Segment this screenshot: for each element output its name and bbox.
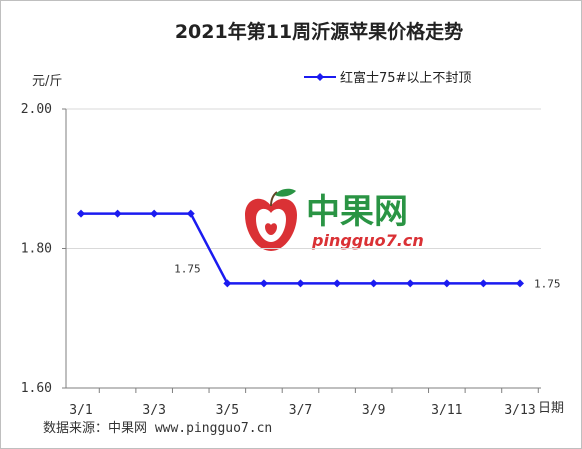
- y-tick-label: 1.60: [21, 381, 52, 396]
- data-point-marker: [296, 279, 305, 288]
- data-label: 1.75: [534, 277, 561, 290]
- data-label: 1.75: [174, 262, 201, 275]
- grid-lines: [66, 108, 541, 249]
- y-tick-label: 1.80: [21, 242, 52, 257]
- x-axis-label: 日期: [538, 401, 564, 416]
- axes: [65, 109, 541, 389]
- legend-diamond-marker: [316, 73, 324, 81]
- x-tick-label: 3/7: [289, 403, 312, 418]
- series-layer: [77, 209, 524, 288]
- x-tick-label: 3/5: [216, 403, 239, 418]
- x-tick-label: 3/11: [431, 403, 462, 418]
- zhongguo-watermark: 中果网 pingguo7.cn: [245, 188, 424, 251]
- chart-title: 2021年第11周沂源苹果价格走势: [175, 20, 463, 43]
- data-point-marker: [442, 279, 451, 288]
- y-axis-ticks: 1.60 1.80 2.00: [21, 102, 66, 396]
- data-point-marker: [77, 209, 85, 218]
- x-tick-label: 3/1: [69, 403, 92, 418]
- x-tick-label: 3/3: [142, 403, 165, 418]
- data-point-marker: [333, 279, 342, 288]
- data-point-marker: [223, 279, 232, 288]
- source-note: 数据来源：中果网 www.pingguo7.cn: [43, 421, 272, 436]
- x-tick-label: 3/13: [504, 403, 535, 418]
- y-axis-label: 元/斤: [32, 74, 62, 89]
- x-axis-ticks: 3/1 3/3 3/5 3/7 3/9 3/11 3/13: [69, 388, 539, 418]
- y-tick-label: 2.00: [21, 102, 52, 117]
- data-point-marker: [186, 209, 195, 218]
- legend: 红富士75#以上不封顶: [304, 70, 471, 86]
- data-point-marker: [406, 279, 415, 288]
- data-point-marker: [369, 279, 378, 288]
- x-tick-label: 3/9: [362, 403, 385, 418]
- data-point-marker: [150, 209, 159, 218]
- apple-logo-icon: [245, 188, 297, 251]
- watermark-brand-name: 中果网: [306, 192, 408, 232]
- watermark-domain: pingguo7.cn: [311, 231, 424, 250]
- data-point-marker: [113, 209, 122, 218]
- legend-label: 红富士75#以上不封顶: [340, 70, 471, 86]
- data-point-marker: [516, 279, 524, 288]
- data-point-marker: [479, 279, 488, 288]
- data-point-marker: [259, 279, 268, 288]
- data-labels: 1.75 1.75: [174, 262, 560, 290]
